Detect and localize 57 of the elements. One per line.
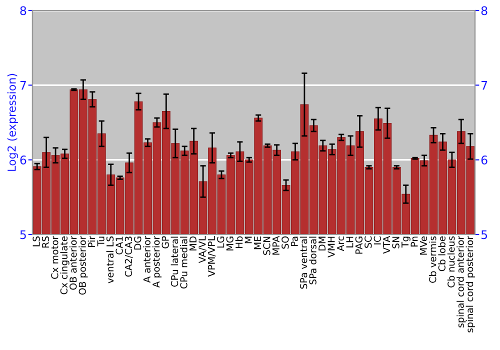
y-axis-title: Log2 (expression) bbox=[7, 74, 18, 171]
x-tick-label: Cx motor bbox=[51, 236, 58, 279]
x-tick-label: CPu lateral bbox=[170, 236, 178, 287]
x-tick-label: VA/VL bbox=[198, 236, 207, 264]
x-tick-label: Cb nucleus bbox=[447, 236, 455, 288]
y2-tick-label: 6 bbox=[481, 156, 488, 164]
x-tick-label: VMH bbox=[328, 236, 335, 258]
x-tick-label: SN bbox=[392, 236, 400, 248]
x-tick-label: ME bbox=[254, 236, 261, 250]
x-tick-label: MVe bbox=[420, 236, 428, 255]
x-tick-label: SC bbox=[364, 236, 372, 248]
x-tick-label: MPA bbox=[272, 236, 280, 255]
x-tick-label: Arc bbox=[337, 236, 344, 252]
x-tick-label: MG bbox=[226, 236, 234, 250]
x-tick-label: A anterior bbox=[143, 236, 150, 283]
x-tick-label: Cb lobe bbox=[438, 236, 446, 272]
x-tick-label: ventral LS bbox=[106, 236, 114, 284]
x-tick-label: SCN bbox=[263, 236, 270, 255]
x-tick-label: OB posterior bbox=[78, 236, 88, 295]
y2-tick-label: 7 bbox=[482, 81, 488, 90]
x-tick-label: Hb bbox=[235, 236, 243, 248]
x-tick-label: CA2/CA3 bbox=[124, 236, 133, 277]
x-tick-label: RS bbox=[42, 236, 50, 248]
x-tick-label: M bbox=[244, 236, 252, 244]
x-tick-label: DG bbox=[134, 236, 142, 250]
x-tick-label: DM bbox=[318, 236, 326, 250]
x-tick-label: Pir bbox=[88, 236, 96, 247]
y-tick-label: 8 bbox=[20, 6, 26, 16]
x-tick-label: LH bbox=[346, 236, 354, 248]
x-tick-label: Cb vermis bbox=[428, 236, 436, 283]
x-tick-label: Cx cingulate bbox=[60, 236, 70, 294]
x-tick-label: CPu medial bbox=[180, 236, 188, 289]
x-tick-label: PAG bbox=[355, 236, 363, 254]
x-tick-label: Pa bbox=[290, 236, 298, 246]
x-tick-label: spinal cord posterior bbox=[466, 236, 475, 332]
x-tick-label: IC bbox=[374, 236, 381, 244]
x-tick-label: LS bbox=[32, 236, 40, 246]
x-tick-label: MD bbox=[190, 236, 196, 250]
x-tick-label: Tu bbox=[97, 236, 104, 246]
x-tick-label: SO bbox=[282, 236, 289, 249]
y-tick-label: 7 bbox=[20, 81, 26, 90]
y-tick-label: 6 bbox=[20, 156, 26, 164]
x-tick-label: CA1 bbox=[116, 236, 123, 254]
x-tick-label: SPa ventral bbox=[300, 236, 308, 289]
x-tick-label: SPa dorsal bbox=[309, 236, 316, 284]
y2-tick-label: 8 bbox=[481, 6, 488, 16]
x-tick-label: Pn bbox=[410, 236, 418, 246]
y-tick-label: 5 bbox=[20, 230, 26, 240]
x-tick-label: VTA bbox=[383, 236, 390, 254]
x-tick-label: LG bbox=[217, 236, 224, 248]
x-tick-label: VPM/VPL bbox=[208, 236, 216, 277]
x-tick-label: A posterior bbox=[152, 236, 162, 288]
x-tick-label: OB anterior bbox=[69, 236, 77, 290]
x-tick-label: Tg bbox=[402, 236, 410, 248]
x-tick-label: spinal cord anterior bbox=[456, 236, 466, 328]
y2-tick-label: 5 bbox=[481, 230, 488, 240]
x-tick-label: GP bbox=[162, 236, 169, 248]
